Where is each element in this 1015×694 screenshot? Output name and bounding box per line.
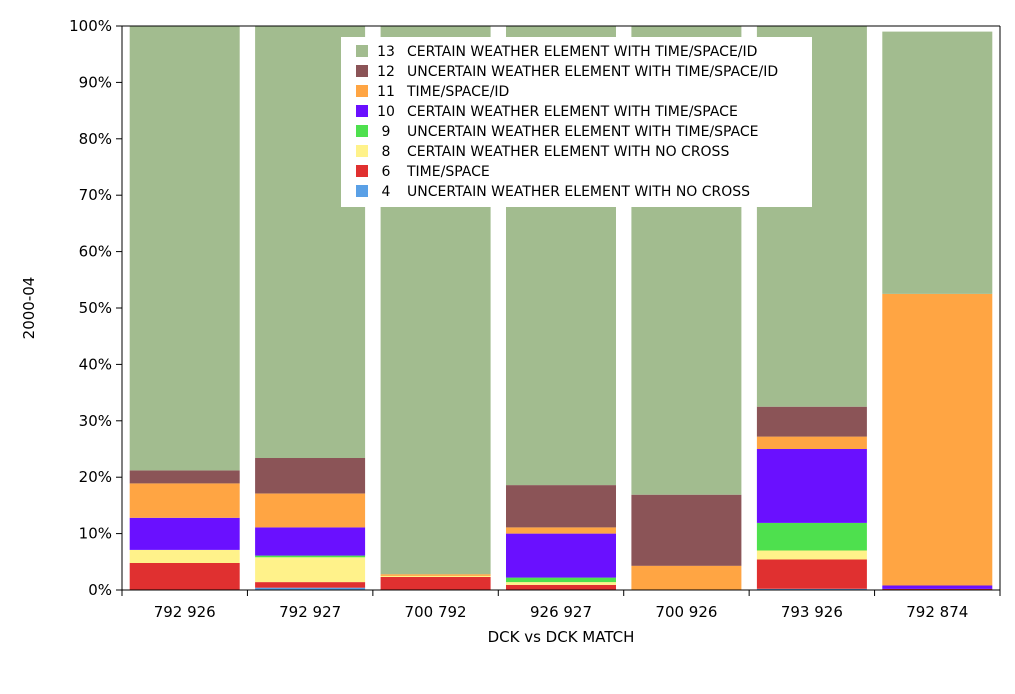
bar-segment-11-1 [255,493,366,528]
bar-segment-10-5 [756,449,867,523]
bar-segment-8-0 [129,550,240,563]
legend-swatch-6 [356,165,368,177]
x-tick-label: 926 927 [530,603,592,621]
legend-label-4: UNCERTAIN WEATHER ELEMENT WITH NO CROSS [407,184,750,200]
axes-layer [121,25,1001,591]
bar-segment-12-1 [255,458,366,494]
bar-segment-11-5 [756,436,867,449]
bar-segment-8-3 [506,582,616,585]
bar-segment-6-3 [506,584,616,590]
legend-code-10: 10 [377,104,395,120]
bar-segment-6-1 [255,582,366,588]
bar-segment-12-0 [129,470,240,484]
legend-code-11: 11 [377,84,395,100]
legend-label-6: TIME/SPACE [406,164,490,180]
bar-segment-11-2 [380,574,491,576]
bar-segment-9-3 [506,577,616,583]
legend-label-10: CERTAIN WEATHER ELEMENT WITH TIME/SPACE [407,104,738,120]
y-tick-label: 60% [79,243,112,261]
legend-swatch-9 [356,125,368,137]
bar-segment-12-3 [506,485,616,528]
bar-segment-8-1 [255,557,366,583]
bar-segment-11-3 [506,527,616,534]
bar-segment-13-0 [129,26,240,471]
x-tick-label: 700 926 [655,603,717,621]
y-axis-title: 2000-04 [20,277,38,340]
bar-segment-4-1 [255,587,366,590]
y-tick-label: 90% [79,73,112,91]
bar-segment-6-0 [129,562,240,590]
x-tick-label: 792 926 [154,603,216,621]
bar-segment-6-5 [756,559,867,589]
y-tick-label: 100% [69,17,112,35]
legend-code-8: 8 [382,144,391,160]
legend-swatch-4 [356,185,368,197]
bar-segment-11-6 [882,293,993,586]
y-ticks-layer: 0% 10% 20% 30% 40% 50% 60% 70% 80% 90% 100% [69,17,122,599]
legend-swatch-8 [356,145,368,157]
y-tick-label: 50% [79,299,112,317]
x-axis-title: DCK vs DCK MATCH [488,628,635,646]
legend-swatch-13 [356,45,368,57]
bar-segment-10-3 [506,533,616,578]
legend-swatch-12 [356,65,368,77]
bar-segment-6-2 [380,577,491,590]
y-tick-label: 40% [79,355,112,373]
bar-segment-10-1 [255,527,366,556]
y-tick-label: 20% [79,468,112,486]
x-tick-label: 700 792 [405,603,467,621]
bar-segment-9-1 [255,555,366,558]
bar-segment-6-6 [882,588,993,590]
legend: 13 CERTAIN WEATHER ELEMENT WITH TIME/SPAC… [341,37,812,207]
y-tick-label: 10% [79,525,112,543]
legend-label-12: UNCERTAIN WEATHER ELEMENT WITH TIME/SPAC… [407,64,778,80]
x-ticks-layer: 792 926 792 927 700 792 926 927 700 926 793 9… [121,590,1001,621]
bar-segment-11-4 [631,565,742,590]
legend-label-9: UNCERTAIN WEATHER ELEMENT WITH TIME/SPAC… [407,124,759,140]
bar-segment-10-6 [882,585,993,589]
legend-code-12: 12 [377,64,395,80]
bar-segment-10-0 [129,517,240,550]
legend-swatch-11 [356,85,368,97]
legend-box [341,37,812,207]
y-tick-label: 80% [79,130,112,148]
y-tick-label: 70% [79,186,112,204]
legend-label-8: CERTAIN WEATHER ELEMENT WITH NO CROSS [407,144,729,160]
bar-segment-4-5 [756,588,867,590]
legend-code-4: 4 [382,184,391,200]
bar-segment-8-2 [380,575,491,577]
legend-code-13: 13 [377,44,395,60]
bar-segment-8-5 [756,550,867,560]
x-tick-label: 792 874 [906,603,968,621]
x-tick-label: 792 927 [279,603,341,621]
bar-segment-13-6 [882,31,993,294]
legend-code-6: 6 [382,164,391,180]
legend-code-9: 9 [382,124,391,140]
y-tick-label: 0% [88,581,112,599]
y-tick-label: 30% [79,412,112,430]
x-tick-label: 793 926 [781,603,843,621]
bar-segment-9-5 [756,522,867,551]
bar-segment-12-5 [756,406,867,437]
bar-segment-11-0 [129,483,240,518]
legend-label-11: TIME/SPACE/ID [406,84,509,100]
legend-label-13: CERTAIN WEATHER ELEMENT WITH TIME/SPACE/… [407,44,757,60]
bar-segment-12-4 [631,494,742,566]
legend-swatch-10 [356,105,368,117]
